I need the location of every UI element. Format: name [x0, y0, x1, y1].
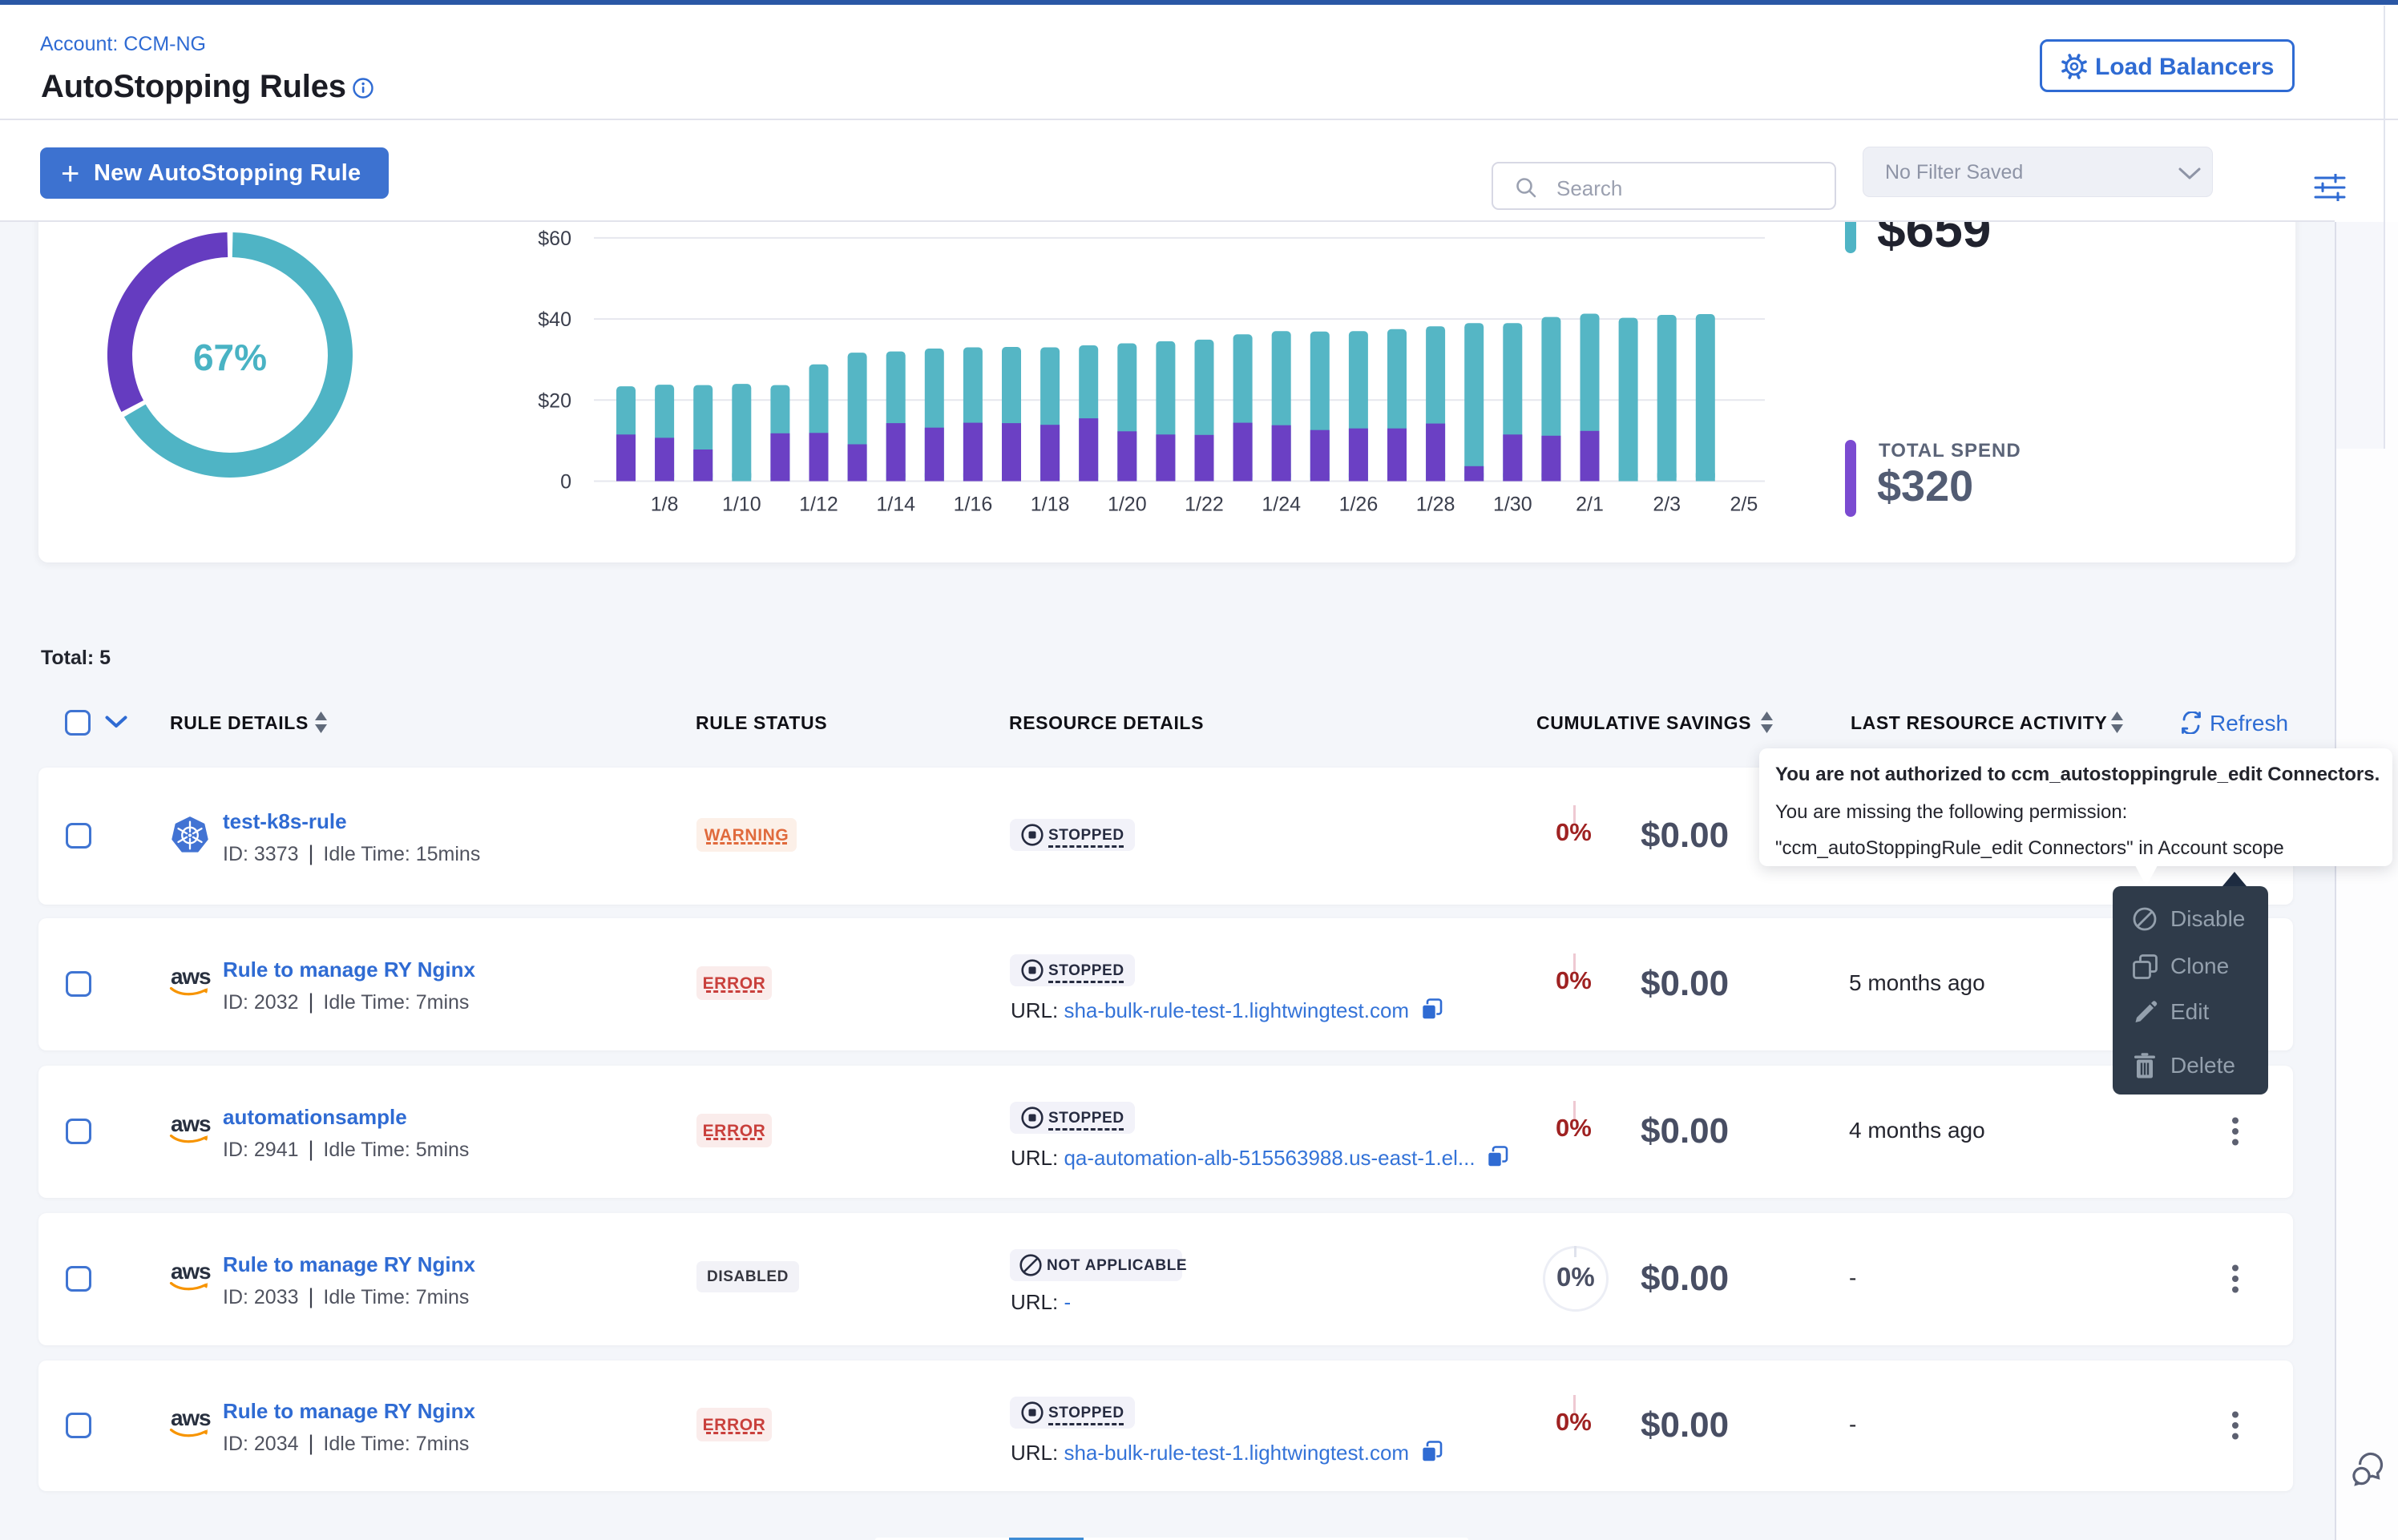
svg-text:1/20: 1/20 — [1108, 494, 1147, 516]
svg-text:2/1: 2/1 — [1576, 494, 1604, 516]
svg-text:1/22: 1/22 — [1185, 494, 1224, 516]
svg-text:1/26: 1/26 — [1339, 494, 1379, 516]
svg-text:1/16: 1/16 — [954, 494, 993, 516]
svg-text:1/30: 1/30 — [1493, 494, 1532, 516]
svg-text:1/8: 1/8 — [651, 494, 679, 516]
svg-text:1/12: 1/12 — [799, 494, 838, 516]
svg-text:2/3: 2/3 — [1653, 494, 1681, 516]
svg-text:$40: $40 — [538, 308, 571, 331]
svg-text:1/28: 1/28 — [1416, 494, 1455, 516]
svg-text:$60: $60 — [538, 228, 571, 250]
svg-text:1/10: 1/10 — [722, 494, 761, 516]
svg-text:$20: $20 — [538, 389, 571, 412]
svg-text:1/24: 1/24 — [1262, 494, 1301, 516]
svg-text:2/5: 2/5 — [1730, 494, 1758, 516]
svg-text:0: 0 — [560, 471, 571, 494]
svg-text:1/14: 1/14 — [876, 494, 915, 516]
svg-text:1/18: 1/18 — [1031, 494, 1070, 516]
